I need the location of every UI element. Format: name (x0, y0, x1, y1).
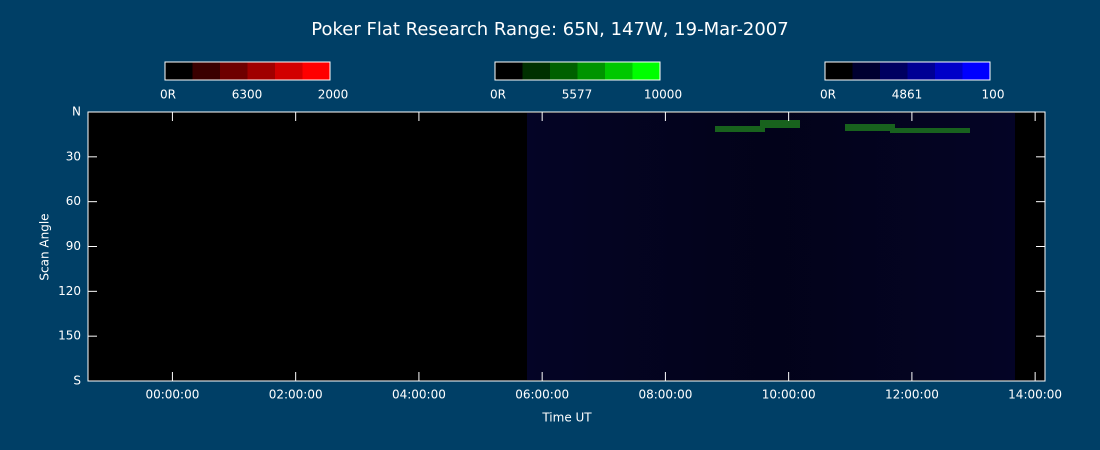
colorbar-swatch (247, 62, 275, 80)
colorbar-swatch (577, 62, 605, 80)
x-tick-label: 04:00:00 (392, 388, 446, 402)
colorbar-swatch (495, 62, 523, 80)
colorbar-label: 4861 (892, 88, 923, 102)
colorbar-frame (824, 61, 991, 81)
x-axis-label: Time UT (541, 411, 592, 425)
y-tick-label: 60 (66, 194, 81, 208)
y-axis-label: Scan Angle (38, 213, 52, 280)
colorbar-swatch (852, 62, 880, 80)
colorbar-label: 5577 (562, 88, 593, 102)
x-tick-label: 02:00:00 (269, 388, 323, 402)
x-tick-label: 06:00:00 (515, 388, 569, 402)
colorbar-frame (164, 61, 331, 81)
y-tick-label: 150 (58, 329, 81, 343)
colorbar-label: 0R (490, 88, 506, 102)
colorbar-swatch (522, 62, 550, 80)
y-tick-label: S (73, 374, 81, 388)
colorbar-label: 0R (160, 88, 176, 102)
x-tick-label: 12:00:00 (885, 388, 939, 402)
colorbar-label: 0R (820, 88, 836, 102)
colorbar-label: 6300 (232, 88, 263, 102)
chart-title: Poker Flat Research Range: 65N, 147W, 19… (311, 19, 788, 40)
colorbar-swatch (962, 62, 990, 80)
colorbar-swatch (165, 62, 193, 80)
colorbar-frame (494, 61, 661, 81)
y-tick-label: N (72, 105, 81, 119)
y-tick-label: 120 (58, 284, 81, 298)
x-tick-label: 14:00:00 (1008, 388, 1062, 402)
colorbar-swatch (605, 62, 633, 80)
emission-region (527, 113, 1015, 380)
colorbar-swatch (907, 62, 935, 80)
green-emission (715, 120, 970, 133)
colorbar-swatch (220, 62, 248, 80)
colorbar-swatch (192, 62, 220, 80)
colorbar-swatch (935, 62, 963, 80)
colorbar-label: 100 (982, 88, 1005, 102)
colorbar-label: 10000 (644, 88, 682, 102)
x-tick-label: 10:00:00 (762, 388, 816, 402)
colorbar-swatch (880, 62, 908, 80)
y-tick-label: 30 (66, 149, 81, 163)
y-tick-label: 90 (66, 239, 81, 253)
x-tick-label: 00:00:00 (145, 388, 199, 402)
colorbar-swatch (302, 62, 330, 80)
x-tick-label: 08:00:00 (638, 388, 692, 402)
colorbar-swatch (632, 62, 660, 80)
colorbar-swatch (275, 62, 303, 80)
colorbar-swatch (825, 62, 853, 80)
colorbar-swatch (550, 62, 578, 80)
colorbar-label: 2000 (318, 88, 349, 102)
